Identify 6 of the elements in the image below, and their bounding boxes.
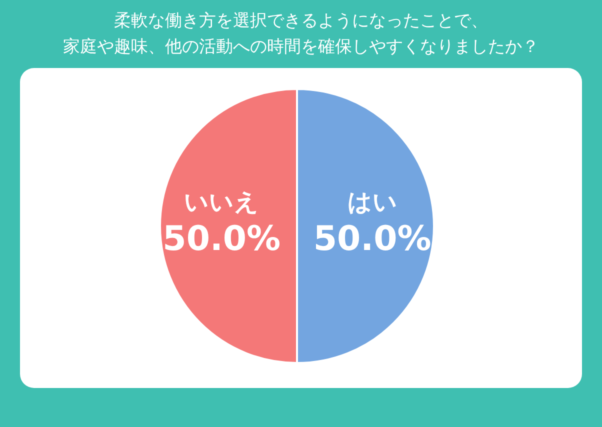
- chart-subtitle: 家庭や趣味、他の活動への時間を確保しやすくなりましたか？: [63, 37, 539, 57]
- slice-label: いいえ: [184, 188, 260, 216]
- slice-label: はい: [347, 188, 398, 216]
- data-label: 50.0%: [162, 219, 281, 259]
- chart-title: 柔軟な働き方を選択できるようになったことで、: [114, 11, 488, 31]
- data-label: 50.0%: [313, 219, 432, 259]
